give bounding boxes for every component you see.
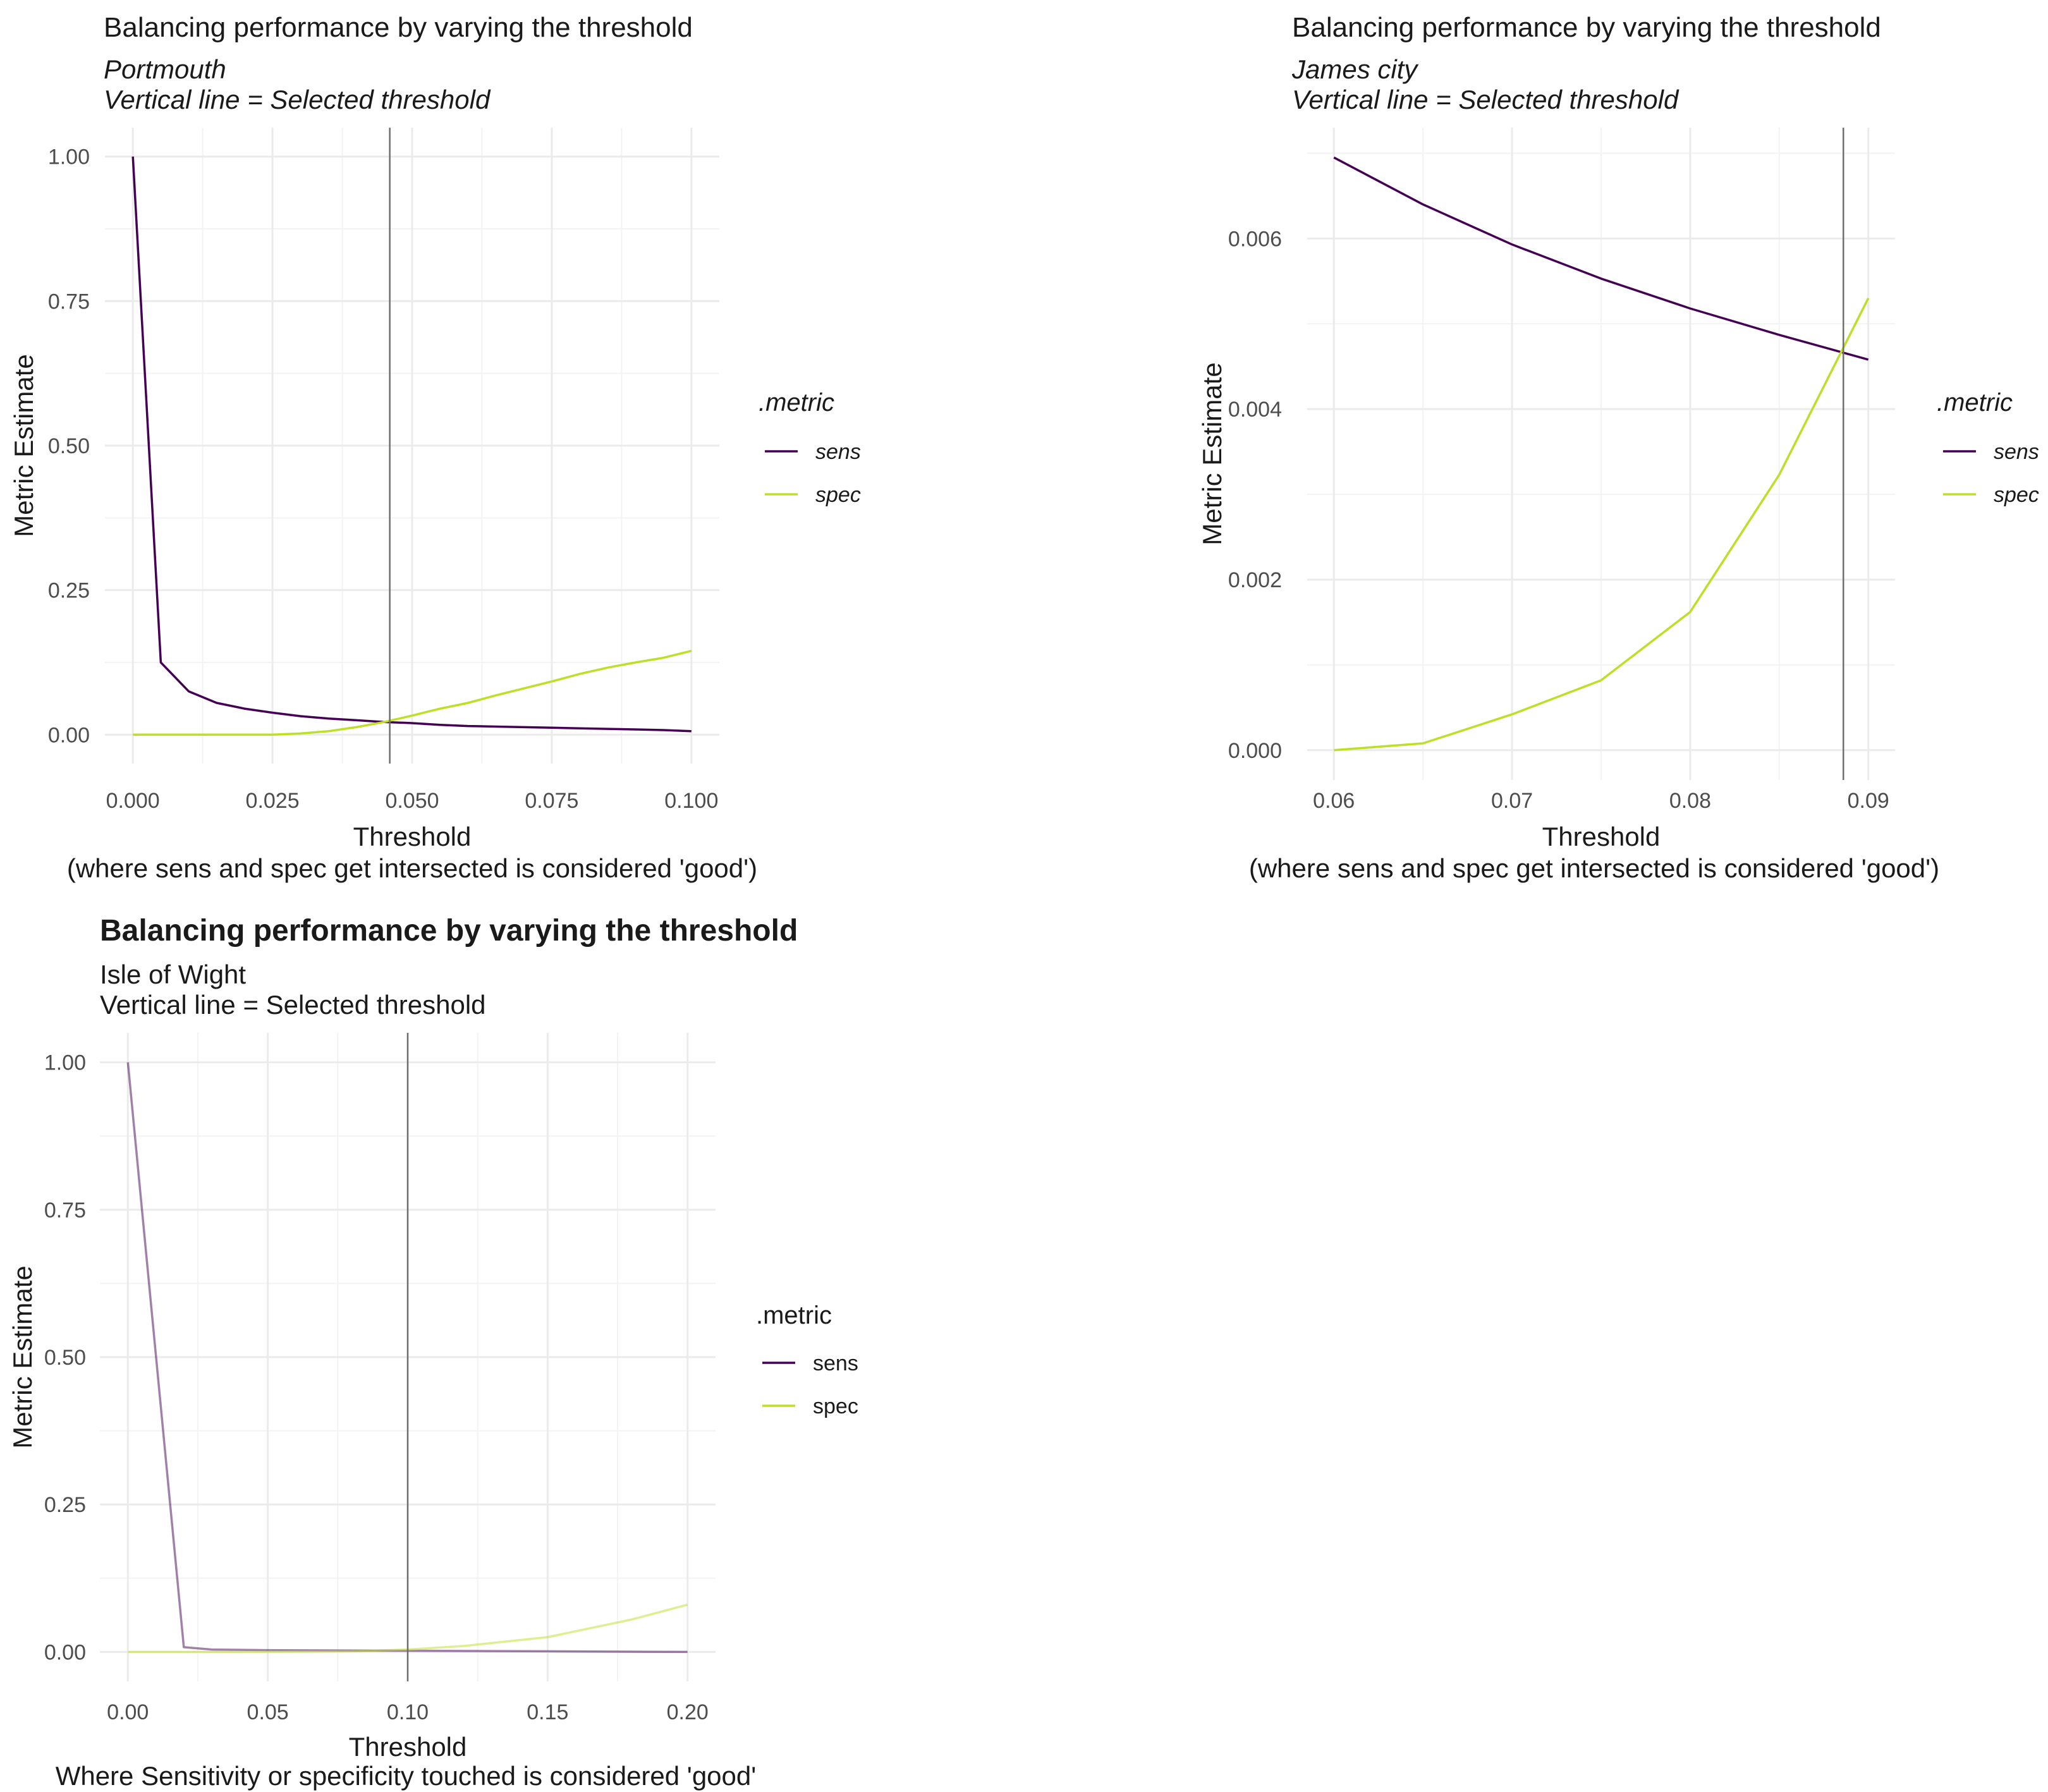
- x-axis-label: Threshold: [353, 822, 472, 851]
- chart-title: Balancing performance by varying the thr…: [100, 914, 798, 948]
- x-tick-label: 0.06: [1313, 789, 1355, 813]
- legend: .metric sens spec: [1937, 389, 2039, 507]
- x-axis-caption: (where sens and spec get intersected is …: [67, 853, 757, 883]
- x-tick-label: 0.000: [106, 789, 160, 813]
- legend-label-sens: sens: [813, 1351, 858, 1375]
- chart-title: Balancing performance by varying the thr…: [1292, 12, 1881, 43]
- series-line-spec: [133, 650, 692, 736]
- x-tick-label: 0.100: [664, 789, 718, 813]
- y-tick-label: 0.25: [48, 579, 90, 603]
- legend-label-sens: sens: [815, 440, 861, 464]
- y-tick-label: 0.006: [1228, 227, 1282, 251]
- series-line-spec: [1334, 298, 1870, 752]
- legend-label-spec: spec: [1994, 483, 2039, 507]
- x-axis-label: Threshold: [349, 1732, 467, 1762]
- y-tick-label: 0.002: [1228, 568, 1282, 592]
- y-axis-label: Metric Estimate: [1197, 362, 1227, 545]
- y-axis-label: Metric Estimate: [9, 354, 39, 537]
- x-tick-label: 0.20: [667, 1700, 709, 1724]
- chart-subtitle-note: Vertical line = Selected threshold: [104, 85, 491, 114]
- chart-panel-1: 0.000 0.025 0.050 0.075 0.100 0.00 0.25 0.50 0.7…: [9, 12, 861, 883]
- x-tick-label: 0.05: [247, 1700, 289, 1724]
- gridlines: [105, 128, 719, 764]
- y-tick-label: 0.75: [48, 290, 90, 314]
- series-line-sens: [1333, 156, 1869, 361]
- y-tick-label: 0.00: [44, 1640, 86, 1664]
- x-tick-label: 0.025: [246, 789, 300, 813]
- y-tick-label: 0.004: [1228, 398, 1282, 422]
- x-axis-caption: Where Sensitivity or specificity touched…: [56, 1761, 757, 1791]
- chart-subtitle-note: Vertical line = Selected threshold: [100, 990, 486, 1020]
- chart-title: Balancing performance by varying the thr…: [104, 12, 693, 43]
- series-line-sens: [126, 1062, 688, 1654]
- series-line-spec: [128, 1604, 688, 1654]
- x-axis-caption: (where sens and spec get intersected is …: [1249, 853, 1939, 883]
- y-tick-label: 0.25: [44, 1493, 86, 1517]
- x-tick-label: 0.10: [387, 1700, 429, 1724]
- y-tick-label: 0.000: [1228, 739, 1282, 763]
- chart-subtitle-note: Vertical line = Selected threshold: [1292, 85, 1679, 114]
- y-tick-label: 0.50: [48, 434, 90, 458]
- legend-title: .metric: [756, 1301, 832, 1329]
- x-tick-label: 0.07: [1491, 789, 1533, 813]
- legend-title: .metric: [1937, 389, 2013, 417]
- x-tick-label: 0.15: [527, 1700, 568, 1724]
- x-tick-label: 0.09: [1848, 789, 1889, 813]
- legend-label-sens: sens: [1994, 440, 2039, 464]
- legend-title: .metric: [759, 389, 834, 417]
- legend-label-spec: spec: [813, 1394, 858, 1418]
- chart-subtitle-region: James city: [1291, 54, 1419, 84]
- x-tick-label: 0.050: [385, 789, 439, 813]
- y-tick-label: 1.00: [44, 1051, 86, 1075]
- x-axis-label: Threshold: [1542, 822, 1661, 851]
- legend: .metric sens spec: [759, 389, 861, 507]
- chart-subtitle-region: Portmouth: [104, 54, 226, 84]
- x-tick-label: 0.00: [107, 1700, 149, 1724]
- legend: .metric sens spec: [756, 1301, 858, 1418]
- x-tick-label: 0.08: [1669, 789, 1711, 813]
- x-tick-label: 0.075: [525, 789, 578, 813]
- gridlines: [1307, 128, 1895, 780]
- chart-panel-2: 0.06 0.07 0.08 0.09 0.000 0.002 0.004 0.006 Bala…: [1197, 12, 2039, 883]
- y-tick-label: 0.75: [44, 1198, 86, 1222]
- chart-panel-3: 0.00 0.05 0.10 0.15 0.20 0.00 0.25 0.50 0.75 1.00…: [8, 914, 858, 1791]
- y-tick-label: 0.50: [44, 1346, 86, 1370]
- legend-label-spec: spec: [815, 483, 861, 507]
- y-tick-label: 1.00: [48, 145, 90, 169]
- chart-subtitle-region: Isle of Wight: [100, 960, 246, 989]
- series-line-sens: [131, 156, 692, 733]
- y-axis-label: Metric Estimate: [8, 1265, 37, 1448]
- y-tick-label: 0.00: [48, 723, 90, 747]
